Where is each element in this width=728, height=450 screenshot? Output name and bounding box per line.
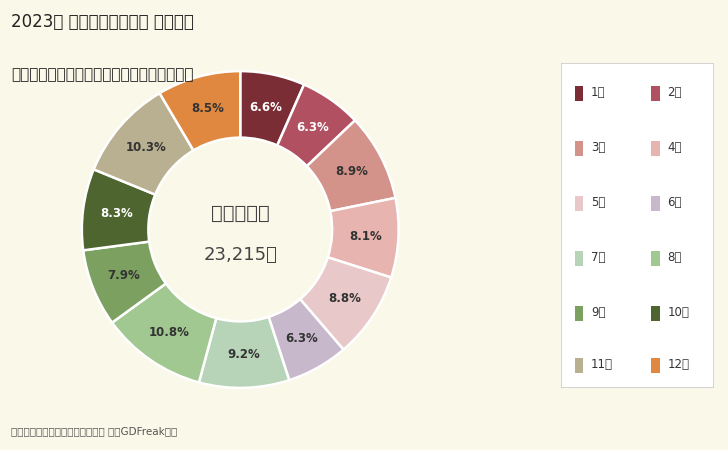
Wedge shape (328, 198, 399, 278)
Text: 9.2%: 9.2% (227, 348, 260, 361)
Bar (574, 86, 583, 101)
Bar (651, 251, 660, 266)
Bar (651, 141, 660, 156)
Bar (574, 306, 583, 321)
Wedge shape (306, 120, 395, 211)
Text: 5月: 5月 (590, 196, 605, 209)
Text: 6月: 6月 (667, 196, 681, 209)
Text: 6.6%: 6.6% (250, 100, 282, 113)
Text: 10.3%: 10.3% (125, 141, 166, 154)
Wedge shape (277, 85, 355, 166)
Wedge shape (159, 71, 240, 150)
Text: 出所：『家計調査』（総務省）） からGDFreak作成: 出所：『家計調査』（総務省）） からGDFreak作成 (11, 427, 177, 436)
Wedge shape (83, 242, 166, 323)
Text: 9月: 9月 (590, 306, 605, 319)
Wedge shape (199, 317, 289, 388)
Wedge shape (269, 299, 344, 380)
Bar (651, 196, 660, 211)
Wedge shape (94, 93, 194, 194)
Text: 2月: 2月 (667, 86, 681, 99)
Text: 8.9%: 8.9% (335, 165, 368, 178)
Wedge shape (82, 169, 155, 250)
Text: 8.5%: 8.5% (191, 102, 223, 115)
Bar (651, 306, 660, 321)
Text: 6.3%: 6.3% (285, 332, 318, 345)
Bar (574, 196, 583, 211)
Text: 3月: 3月 (590, 141, 605, 154)
Wedge shape (300, 257, 391, 350)
Text: 6.3%: 6.3% (296, 121, 328, 134)
Text: １世帯の年間消費支出にしめる月々のシェア: １世帯の年間消費支出にしめる月々のシェア (11, 68, 194, 82)
Text: 7.9%: 7.9% (108, 270, 141, 283)
Text: 消費支出額: 消費支出額 (211, 204, 269, 223)
Text: 12月: 12月 (667, 358, 689, 371)
Text: 10月: 10月 (667, 306, 689, 319)
Text: 8月: 8月 (667, 251, 681, 264)
Text: 11月: 11月 (590, 358, 613, 371)
Bar (574, 141, 583, 156)
Text: 10.8%: 10.8% (149, 326, 190, 339)
Text: 2023年 「二人以上世帯」 における: 2023年 「二人以上世帯」 における (11, 14, 194, 32)
Bar (651, 86, 660, 101)
Text: 7月: 7月 (590, 251, 605, 264)
Wedge shape (240, 71, 304, 145)
Text: 4月: 4月 (667, 141, 681, 154)
Wedge shape (112, 284, 216, 382)
Bar (574, 358, 583, 373)
Text: 8.8%: 8.8% (328, 292, 361, 305)
Text: 23,215円: 23,215円 (203, 246, 277, 264)
Text: 8.1%: 8.1% (349, 230, 381, 243)
Bar (574, 251, 583, 266)
Text: 1月: 1月 (590, 86, 605, 99)
Text: 8.3%: 8.3% (100, 207, 132, 220)
Bar (651, 358, 660, 373)
